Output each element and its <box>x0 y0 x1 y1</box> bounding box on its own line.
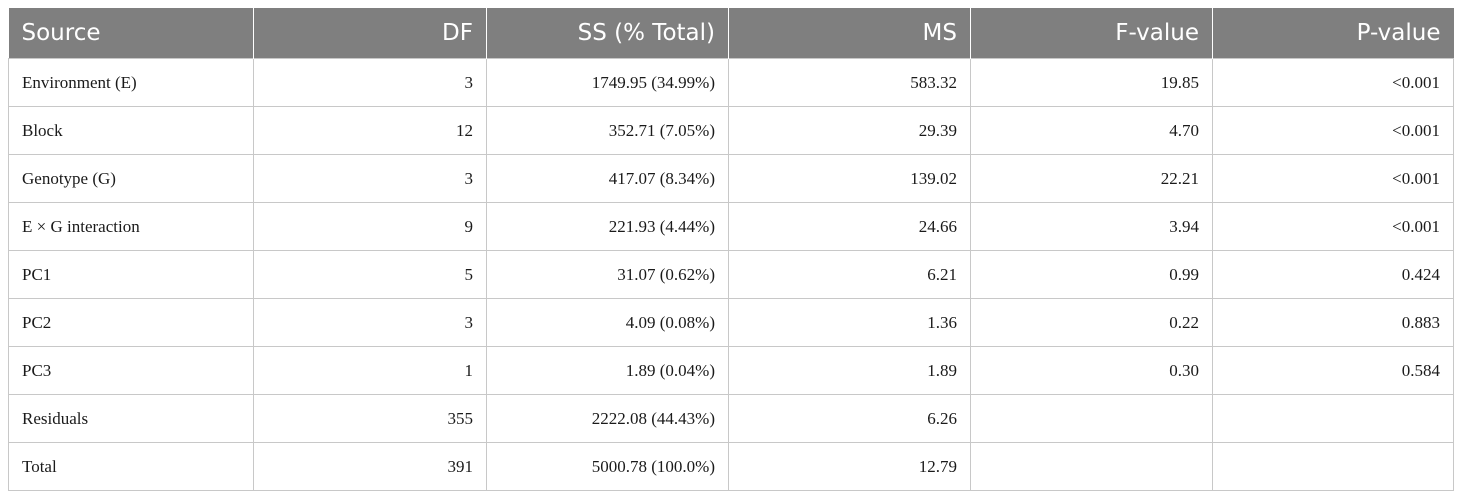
header-source: Source <box>8 8 254 59</box>
cell-f-value: 0.30 <box>970 346 1213 395</box>
cell-ss: 352.71 (7.05%) <box>486 106 729 155</box>
cell-ms: 29.39 <box>728 106 971 155</box>
cell-ms: 6.21 <box>728 250 971 299</box>
cell-ms: 6.26 <box>728 394 971 443</box>
anova-table-container: Source DF SS (% Total) MS F-value P-valu… <box>8 8 1454 491</box>
cell-ms: 24.66 <box>728 202 971 251</box>
cell-p-value: <0.001 <box>1212 106 1454 155</box>
cell-source: PC3 <box>8 346 254 395</box>
cell-ms: 139.02 <box>728 154 971 203</box>
cell-p-value <box>1212 394 1454 443</box>
cell-source: Environment (E) <box>8 58 254 107</box>
table-header: Source DF SS (% Total) MS F-value P-valu… <box>8 8 1454 59</box>
cell-source: Genotype (G) <box>8 154 254 203</box>
cell-f-value: 22.21 <box>970 154 1213 203</box>
cell-ms: 583.32 <box>728 58 971 107</box>
cell-p-value <box>1212 442 1454 491</box>
header-df: DF <box>253 8 487 59</box>
cell-p-value: 0.883 <box>1212 298 1454 347</box>
cell-df: 355 <box>253 394 487 443</box>
header-row: Source DF SS (% Total) MS F-value P-valu… <box>8 8 1454 59</box>
cell-ss: 4.09 (0.08%) <box>486 298 729 347</box>
cell-f-value <box>970 394 1213 443</box>
cell-df: 5 <box>253 250 487 299</box>
cell-f-value: 0.99 <box>970 250 1213 299</box>
table-row: E × G interaction 9 221.93 (4.44%) 24.66 3.9… <box>8 202 1454 251</box>
cell-p-value: <0.001 <box>1212 202 1454 251</box>
table-row: Environment (E) 3 1749.95 (34.99%) 583.32 19… <box>8 58 1454 107</box>
cell-f-value: 3.94 <box>970 202 1213 251</box>
cell-f-value: 19.85 <box>970 58 1213 107</box>
cell-ss: 417.07 (8.34%) <box>486 154 729 203</box>
table-row: Residuals 355 2222.08 (44.43%) 6.26 <box>8 394 1454 443</box>
cell-df: 391 <box>253 442 487 491</box>
cell-source: E × G interaction <box>8 202 254 251</box>
cell-p-value: <0.001 <box>1212 154 1454 203</box>
cell-ss: 221.93 (4.44%) <box>486 202 729 251</box>
cell-ms: 12.79 <box>728 442 971 491</box>
cell-ms: 1.89 <box>728 346 971 395</box>
cell-source: PC1 <box>8 250 254 299</box>
cell-p-value: <0.001 <box>1212 58 1454 107</box>
header-f-value: F-value <box>970 8 1213 59</box>
cell-f-value: 0.22 <box>970 298 1213 347</box>
cell-f-value: 4.70 <box>970 106 1213 155</box>
cell-df: 9 <box>253 202 487 251</box>
cell-df: 12 <box>253 106 487 155</box>
cell-p-value: 0.424 <box>1212 250 1454 299</box>
anova-table: Source DF SS (% Total) MS F-value P-valu… <box>8 8 1454 491</box>
header-p-value: P-value <box>1212 8 1454 59</box>
cell-source: Total <box>8 442 254 491</box>
table-row: PC2 3 4.09 (0.08%) 1.36 0.22 0.883 <box>8 298 1454 347</box>
table-row: PC3 1 1.89 (0.04%) 1.89 0.30 0.584 <box>8 346 1454 395</box>
header-ms: MS <box>728 8 971 59</box>
table-row: Genotype (G) 3 417.07 (8.34%) 139.02 22.21 <0… <box>8 154 1454 203</box>
cell-df: 3 <box>253 58 487 107</box>
cell-df: 3 <box>253 154 487 203</box>
table-row: Block 12 352.71 (7.05%) 29.39 4.70 <0.001 <box>8 106 1454 155</box>
cell-f-value <box>970 442 1213 491</box>
cell-ss: 1749.95 (34.99%) <box>486 58 729 107</box>
cell-source: Block <box>8 106 254 155</box>
cell-ss: 5000.78 (100.0%) <box>486 442 729 491</box>
header-ss: SS (% Total) <box>486 8 729 59</box>
table-body: Environment (E) 3 1749.95 (34.99%) 583.32 19… <box>8 58 1454 491</box>
cell-ss: 31.07 (0.62%) <box>486 250 729 299</box>
cell-source: Residuals <box>8 394 254 443</box>
cell-df: 1 <box>253 346 487 395</box>
cell-p-value: 0.584 <box>1212 346 1454 395</box>
cell-ss: 2222.08 (44.43%) <box>486 394 729 443</box>
cell-ms: 1.36 <box>728 298 971 347</box>
cell-df: 3 <box>253 298 487 347</box>
table-row: Total 391 5000.78 (100.0%) 12.79 <box>8 442 1454 491</box>
table-row: PC1 5 31.07 (0.62%) 6.21 0.99 0.424 <box>8 250 1454 299</box>
cell-source: PC2 <box>8 298 254 347</box>
cell-ss: 1.89 (0.04%) <box>486 346 729 395</box>
